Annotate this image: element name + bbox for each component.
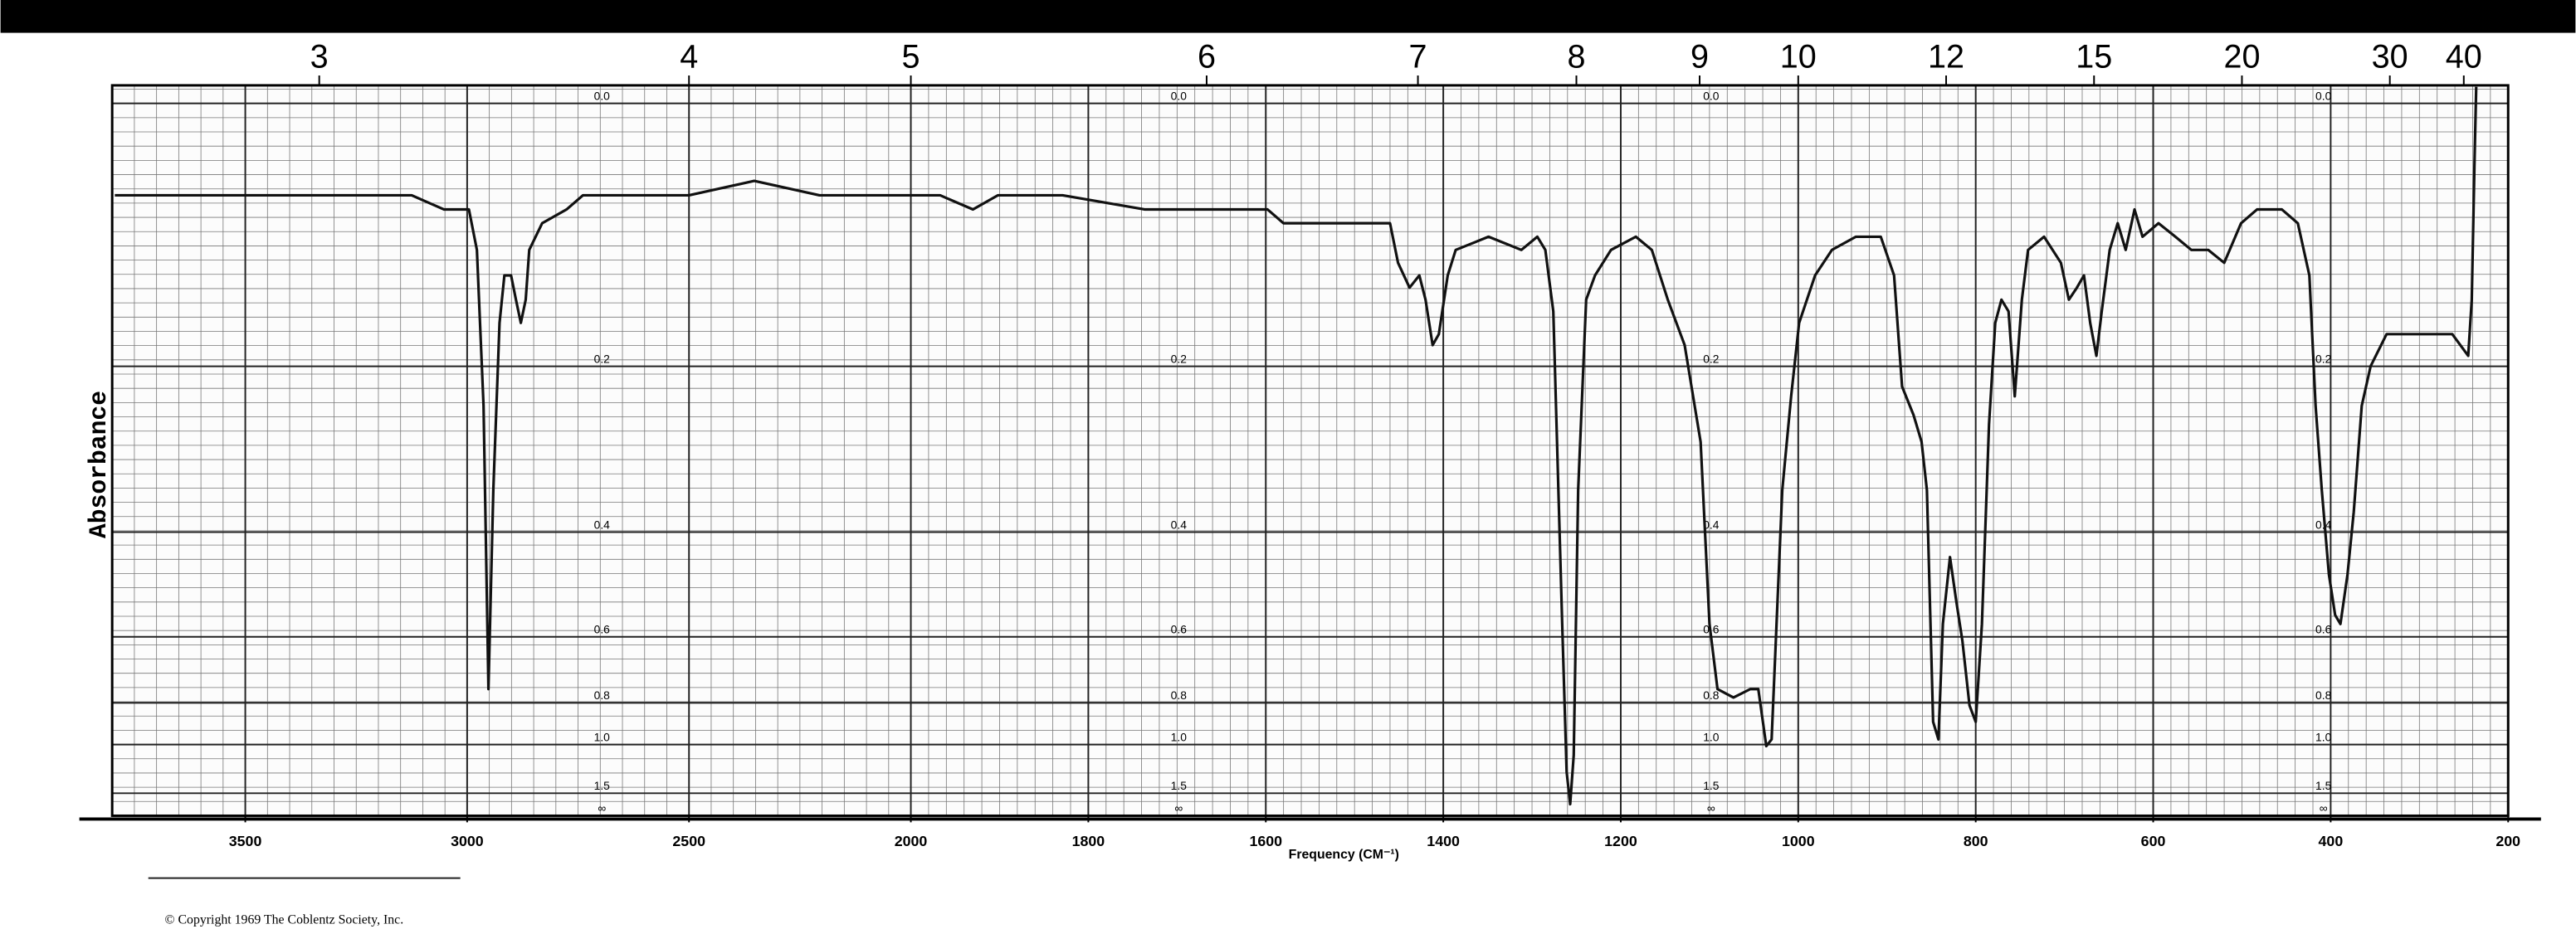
x2-tick-label: 10 <box>1780 39 1817 75</box>
x-tick-label: 2500 <box>672 833 705 849</box>
x-tick-label: 1200 <box>1604 833 1637 849</box>
x2-tick-label: 5 <box>902 39 920 75</box>
x-tick-label: 1000 <box>1782 833 1815 849</box>
x2-tick-label: 40 <box>2446 39 2482 75</box>
spectrum-line <box>115 86 2478 806</box>
x-tick-label: 600 <box>2141 833 2166 849</box>
y-tick-label: 0.8 <box>594 688 611 702</box>
y-tick-label: 0.0 <box>1703 89 1720 102</box>
y-tick-label: 0.4 <box>1703 518 1720 531</box>
x2-tick-label: 12 <box>1928 39 1964 75</box>
x2-tick-label: 30 <box>2372 39 2408 75</box>
y-tick-label: 0.0 <box>594 89 611 102</box>
x2-tick-label: 6 <box>1198 39 1216 75</box>
x-tick-label: 3000 <box>451 833 484 849</box>
y-axis-label: Absorbance <box>85 391 113 538</box>
x-tick-label: 3500 <box>229 833 262 849</box>
x-tick-label: 200 <box>2496 833 2520 849</box>
y-tick-label: 0.4 <box>1171 518 1188 531</box>
y-tick-label: 1.5 <box>2315 779 2332 792</box>
y-tick-label: ∞ <box>1707 801 1715 815</box>
scan-border <box>0 0 2576 33</box>
y-tick-label: 1.5 <box>594 779 611 792</box>
y-tick-label: 0.6 <box>594 622 611 635</box>
y-tick-label: ∞ <box>2320 801 2328 815</box>
x2-tick-label: 20 <box>2223 39 2260 75</box>
y-tick-label: 0.2 <box>1703 352 1719 365</box>
x-axis-label: Frequency (CM⁻¹) <box>1289 848 1399 862</box>
x2-tick-label: 7 <box>1409 39 1427 75</box>
y-tick-label: 0.8 <box>1703 688 1720 702</box>
y-tick-label: ∞ <box>1174 801 1183 815</box>
plot-area <box>112 85 2509 816</box>
x-tick-label: 1800 <box>1072 833 1105 849</box>
y-tick-label: 0.6 <box>2315 622 2332 635</box>
y-tick-label: 0.2 <box>594 352 610 365</box>
y-tick-label: 1.0 <box>594 730 611 743</box>
x-tick-label: 1600 <box>1249 833 1282 849</box>
y-tick-label: 0.8 <box>2315 688 2332 702</box>
copyright-note: © Copyright 1969 The Coblentz Society, I… <box>165 913 404 927</box>
y-tick-label: ∞ <box>598 801 606 815</box>
x2-tick-label: 8 <box>1567 39 1585 75</box>
plot-frame <box>110 84 2510 817</box>
y-tick-label: 1.0 <box>2315 730 2332 743</box>
y-tick-label: 1.0 <box>1171 730 1188 743</box>
y-tick-label: 1.5 <box>1171 779 1188 792</box>
y-tick-label: 1.0 <box>1703 730 1720 743</box>
y-tick-label: 0.6 <box>1171 622 1188 635</box>
y-tick-label: 0.2 <box>2315 352 2331 365</box>
y-tick-label: 1.5 <box>1703 779 1720 792</box>
x2-tick-label: 15 <box>2076 39 2112 75</box>
y-tick-label: 0.4 <box>594 518 611 531</box>
y-tick-label: 0.0 <box>2315 89 2332 102</box>
y-tick-label: 0.0 <box>1171 89 1188 102</box>
x2-tick-label: 3 <box>310 39 329 75</box>
x2-tick-label: 9 <box>1690 39 1709 75</box>
y-tick-label: 0.8 <box>1171 688 1188 702</box>
x-tick-label: 1400 <box>1427 833 1460 849</box>
x2-tick-label: 4 <box>680 39 698 75</box>
y-tick-label: 0.2 <box>1171 352 1187 365</box>
x-tick-label: 2000 <box>895 833 928 849</box>
x-tick-label: 800 <box>1964 833 1988 849</box>
x-tick-label: 400 <box>2319 833 2344 849</box>
